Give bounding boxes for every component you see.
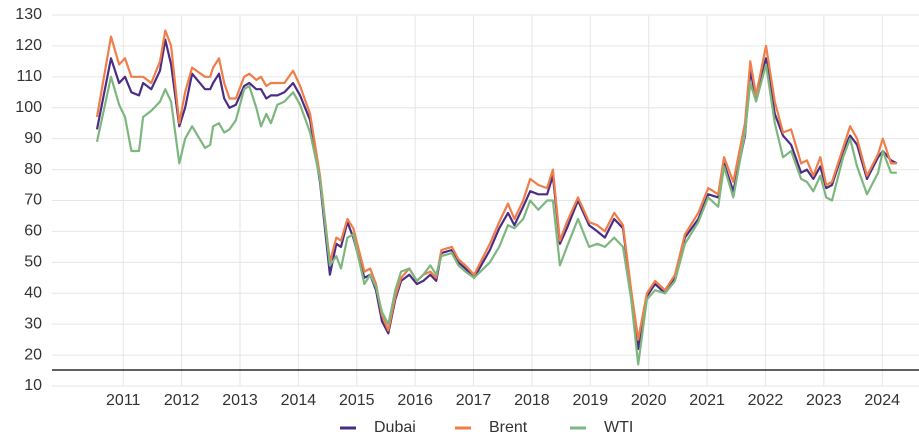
y-tick-label: 90: [24, 130, 42, 147]
x-tick-label: 2013: [222, 392, 258, 409]
series-line: [95, 29, 897, 341]
y-tick-label: 110: [16, 68, 42, 85]
x-tick-label: 2017: [456, 392, 492, 409]
y-tick-label: 70: [24, 192, 42, 209]
x-tick-label: 2018: [514, 392, 550, 409]
x-tick-label: 2022: [748, 392, 784, 409]
legend-label: WTI: [604, 419, 633, 436]
y-tick-label: 100: [15, 99, 42, 116]
x-tick-label: 2014: [281, 392, 317, 409]
y-tick-label: 10: [24, 377, 42, 394]
y-tick-label: 60: [24, 223, 42, 240]
y-tick-label: 80: [24, 161, 42, 178]
x-tick-label: 2012: [164, 392, 200, 409]
plot-area: [95, 29, 898, 366]
y-tick-label: 50: [24, 254, 42, 271]
x-tick-label: 2015: [339, 392, 375, 409]
legend-label: Brent: [489, 419, 528, 436]
y-tick-label: 20: [24, 346, 42, 363]
y-tick-label: 130: [15, 6, 42, 23]
x-tick-label: 2021: [689, 392, 725, 409]
x-tick-label: 2020: [631, 392, 667, 409]
x-tick-label: 2016: [397, 392, 433, 409]
y-tick-label: 40: [24, 284, 42, 301]
grid: 10 20 30 40 50 60 70 80 90 100 110 120 130 2011 2012 20…: [15, 6, 919, 409]
y-tick-label: 30: [24, 315, 42, 332]
x-tick-label: 2011: [106, 392, 141, 409]
x-tick-label: 2024: [864, 392, 900, 409]
legend: Dubai Brent WTI: [340, 419, 633, 436]
legend-label: Dubai: [374, 419, 416, 436]
x-tick-label: 2019: [573, 392, 609, 409]
series-line: [95, 63, 897, 366]
x-tick-label: 2023: [806, 392, 842, 409]
y-tick-label: 120: [15, 37, 42, 54]
series-line: [95, 38, 898, 350]
